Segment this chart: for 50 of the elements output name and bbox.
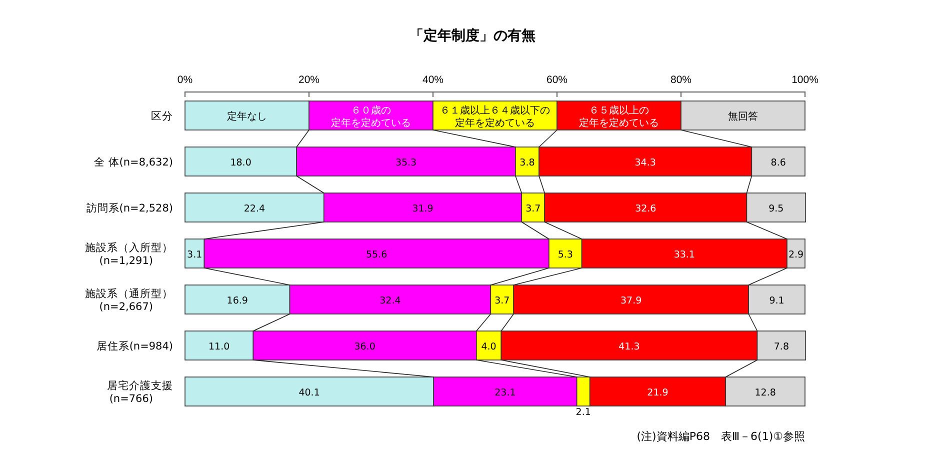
data-label: 55.6: [366, 250, 388, 260]
data-label: 2.1: [576, 407, 591, 418]
data-label: 32.6: [635, 204, 656, 214]
data-label: 12.8: [754, 388, 776, 398]
x-tick-label: 80%: [670, 74, 692, 86]
data-label: 8.6: [770, 158, 786, 168]
text: 定年なし: [227, 110, 267, 122]
data-label: 5.3: [558, 250, 573, 260]
y-tick-label: 施設系（通所型）(n=2,667): [85, 287, 173, 314]
x-tick-label: 100%: [792, 74, 818, 86]
data-label: 21.9: [647, 388, 668, 398]
data-label: 4.0: [481, 342, 496, 352]
data-label: 22.4: [244, 204, 266, 214]
series-label: ６５歳以上の定年を定めている: [579, 104, 659, 129]
y-tick-label: 訪問系(n=2,528): [86, 202, 173, 214]
data-label: 2.9: [788, 250, 804, 260]
data-label: 35.3: [395, 158, 417, 168]
data-label: 31.9: [412, 204, 434, 214]
data-label: 3.7: [526, 204, 541, 214]
data-label: 9.5: [768, 204, 784, 214]
x-tick-label: 60%: [546, 74, 568, 86]
text: (注)資料編P68 表Ⅲ－6(1)①参照: [636, 430, 805, 443]
data-label: 34.3: [634, 158, 656, 168]
data-label: 3.7: [494, 296, 510, 306]
data-label: 36.0: [354, 342, 376, 352]
data-label: 37.9: [620, 296, 642, 306]
data-label: 33.1: [674, 250, 695, 260]
x-tick-label: 20%: [298, 74, 320, 86]
data-label: 41.3: [618, 342, 640, 352]
data-label: 9.1: [769, 296, 784, 306]
x-tick-label: 0%: [177, 74, 193, 86]
data-label: 40.1: [298, 388, 320, 398]
chart-title: 「定年制度」の有無: [410, 27, 536, 44]
y-tick-label: 全 体(n=8,632): [94, 156, 173, 168]
data-label: 32.4: [380, 296, 401, 306]
data-label: 18.0: [230, 158, 252, 168]
text: ６１歳以上６４歳以下の定年を定めている: [440, 104, 550, 129]
y-tick-label: 居住系(n=984): [96, 340, 173, 352]
data-label: 7.8: [774, 342, 789, 352]
legend-title: 区分: [151, 110, 173, 122]
series-label: ６０歳の定年を定めている: [331, 104, 411, 129]
y-tick-label: 居宅介護支援(n=766): [107, 379, 173, 406]
y-tick-label: 施設系（入所型）(n=1,291): [85, 241, 173, 268]
data-label: 3.8: [520, 158, 535, 168]
x-tick-label: 40%: [422, 74, 444, 86]
text: 無回答: [728, 110, 758, 122]
data-label: 23.1: [494, 388, 516, 398]
data-label: 16.9: [226, 296, 248, 306]
data-label: 11.0: [208, 342, 230, 352]
data-label: 3.1: [187, 250, 202, 260]
